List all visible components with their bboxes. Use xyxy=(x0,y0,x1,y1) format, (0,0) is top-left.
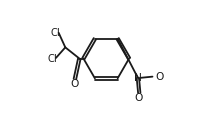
Text: N: N xyxy=(134,73,142,83)
Text: O: O xyxy=(70,79,79,89)
Text: Cl: Cl xyxy=(48,53,58,64)
Text: O: O xyxy=(155,72,164,82)
Text: O: O xyxy=(135,93,143,103)
Text: Cl: Cl xyxy=(50,28,60,38)
